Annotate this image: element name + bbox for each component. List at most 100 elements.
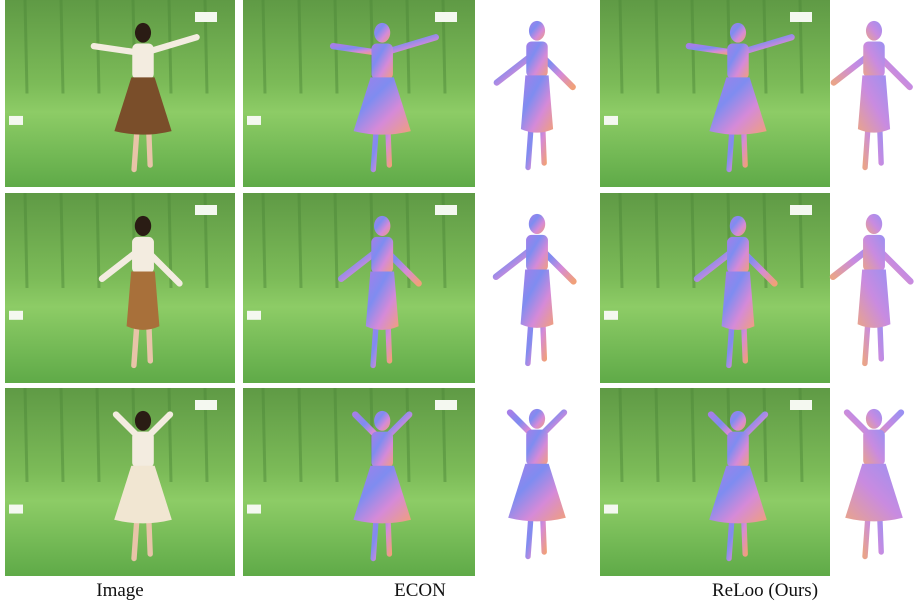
skirt [127, 272, 160, 330]
torso [727, 432, 749, 468]
light-panel [195, 12, 217, 22]
curtain-fold [61, 0, 63, 94]
curtain-fold [299, 0, 301, 94]
torso [371, 43, 392, 79]
light-panel [247, 116, 261, 125]
studio-background [600, 0, 830, 187]
light-panel [9, 505, 23, 514]
torso [526, 235, 548, 271]
head [374, 411, 390, 431]
curtain-fold [25, 388, 27, 482]
curtain-fold [764, 388, 766, 482]
head [135, 411, 151, 431]
curtain-fold [656, 388, 658, 482]
torso [526, 41, 547, 77]
light-panel [435, 205, 457, 215]
head [374, 216, 390, 236]
skirt [722, 272, 755, 330]
curtain-fold [692, 193, 694, 288]
curtain-fold [263, 388, 265, 482]
image-panel [243, 193, 475, 383]
curtain-fold [97, 388, 99, 482]
skirt [521, 75, 553, 132]
head [135, 23, 151, 43]
light-panel [195, 400, 217, 410]
curtain-fold [25, 0, 27, 94]
curtain-fold [656, 193, 658, 288]
page: Image ECON ReLoo (Ours) (() => { const d… [0, 0, 920, 606]
curtain-fold [263, 0, 265, 94]
skirt [858, 270, 891, 328]
skirt [858, 75, 890, 132]
torso [132, 237, 154, 273]
caption-image: Image [96, 580, 143, 601]
torso [526, 430, 548, 466]
curtain-fold [692, 388, 694, 482]
torso [371, 237, 393, 273]
light-panel [247, 505, 261, 514]
curtain-fold [25, 193, 27, 288]
torso [727, 43, 748, 79]
light-panel [9, 116, 23, 125]
light-panel [604, 116, 618, 125]
head [866, 409, 882, 429]
figure: Image ECON ReLoo (Ours) [0, 0, 920, 606]
light-panel [604, 505, 618, 514]
light-panel [604, 311, 618, 320]
curtain-fold [97, 193, 99, 288]
skirt [521, 270, 554, 328]
curtain-fold [620, 193, 622, 288]
side-view [497, 21, 573, 168]
curtain-fold [407, 388, 409, 482]
curtain-fold [61, 193, 63, 288]
torso [371, 432, 393, 468]
studio-background [243, 193, 475, 383]
curtain-fold [169, 388, 171, 482]
skirt [845, 464, 903, 522]
skirt [508, 464, 566, 522]
studio-background [5, 193, 235, 383]
head [135, 216, 151, 236]
torso [132, 432, 154, 468]
head [529, 214, 545, 234]
side-view [833, 214, 911, 364]
torso [132, 43, 153, 79]
curtain-fold [620, 388, 622, 482]
image-panel [243, 388, 475, 576]
light-panel [247, 311, 261, 320]
torso [863, 235, 885, 271]
curtain-fold [656, 0, 658, 94]
light-panel [790, 12, 812, 22]
side-view [508, 409, 566, 557]
image-panel [5, 193, 235, 383]
curtain-fold [263, 193, 265, 288]
studio-background [600, 193, 830, 383]
torso [863, 430, 885, 466]
head [866, 214, 882, 234]
light-panel [790, 205, 812, 215]
head [730, 411, 746, 431]
curtain-fold [299, 388, 301, 482]
curtain-fold [335, 388, 337, 482]
skirt [366, 272, 399, 330]
head [730, 23, 746, 43]
image-panel [600, 388, 830, 576]
light-panel [9, 311, 23, 320]
side-view [834, 21, 910, 168]
curtain-fold [61, 388, 63, 482]
image-panel [5, 388, 235, 576]
image-panel [5, 0, 235, 187]
curtain-fold [299, 193, 301, 288]
torso [727, 237, 749, 273]
image-panel [600, 0, 830, 187]
curtain-fold [335, 193, 337, 288]
caption-reloo: ReLoo (Ours) [712, 580, 818, 601]
head [529, 21, 545, 41]
light-panel [435, 12, 457, 22]
torso [863, 41, 884, 77]
head [529, 409, 545, 429]
head [730, 216, 746, 236]
studio-background [5, 0, 235, 187]
side-view [845, 409, 903, 557]
light-panel [435, 400, 457, 410]
